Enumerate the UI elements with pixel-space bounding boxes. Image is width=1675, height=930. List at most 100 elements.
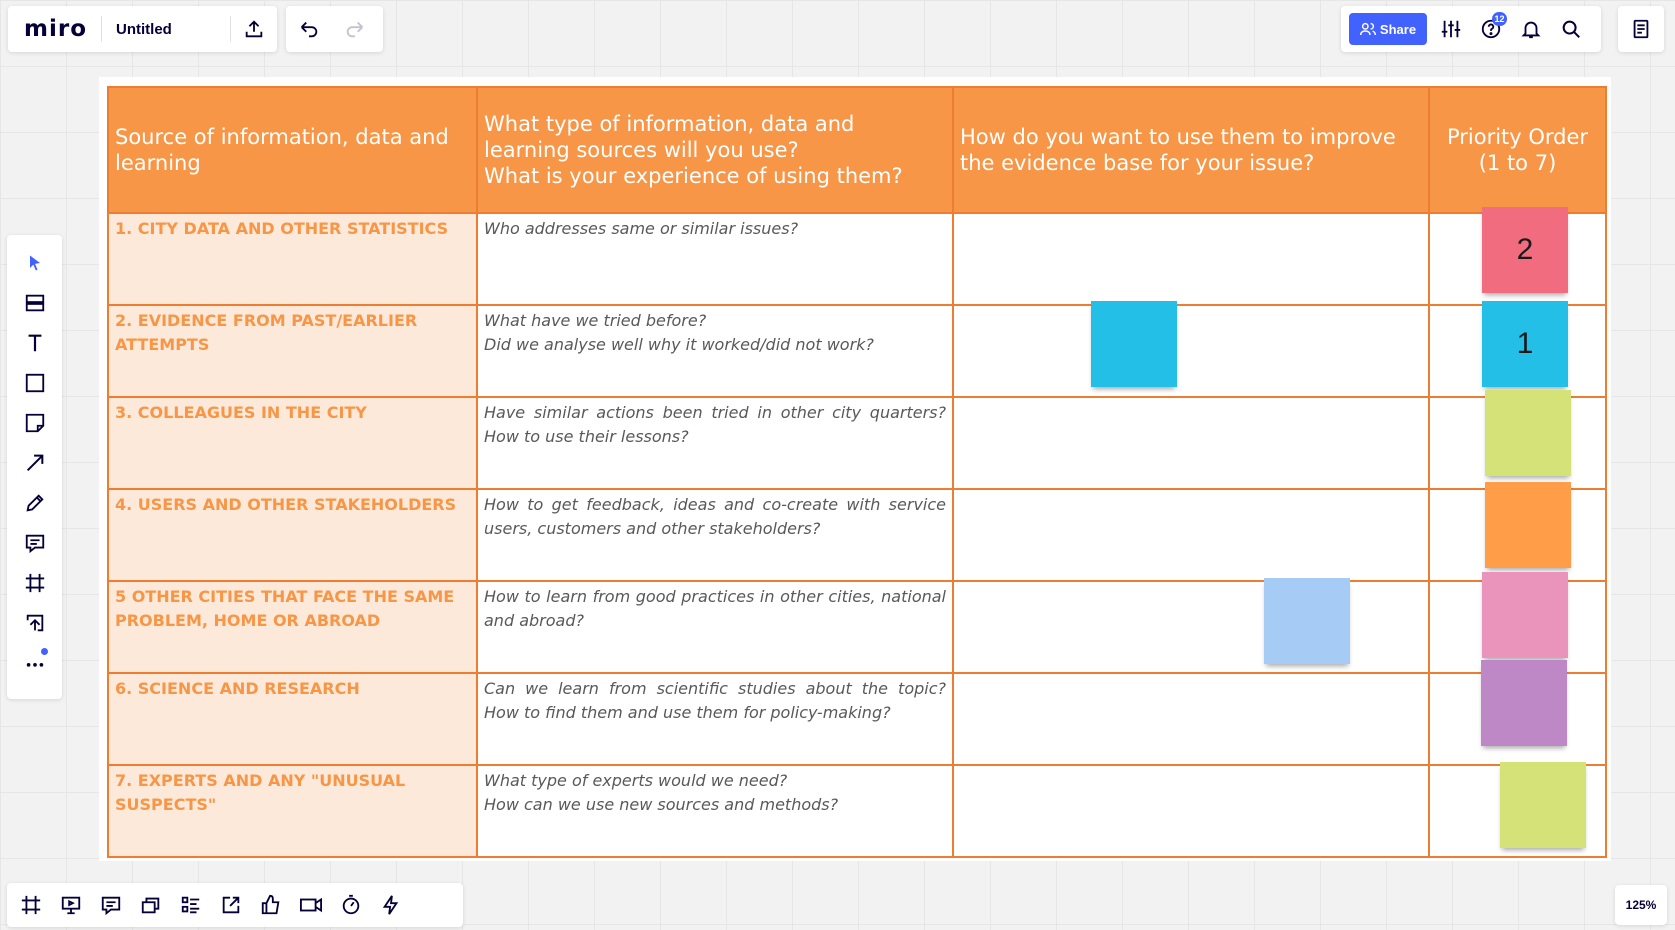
header-source: Source of information, data and learning [107,86,478,214]
text-tool[interactable] [15,323,55,363]
table-row: 2. EVIDENCE FROM PAST/EARLIER ATTEMPTS W… [107,304,1607,398]
header-use: How do you want to use them to improve t… [952,86,1430,214]
voting-button[interactable] [251,885,291,925]
text-icon [28,334,41,352]
table-row: 3. COLLEAGUES IN THE CITY Have similar a… [107,396,1607,490]
answer-cell[interactable] [952,580,1430,674]
notification-count-badge: 12 [1492,12,1507,26]
source-cell: 1. CITY DATA AND OTHER STATISTICS [107,212,478,306]
search-icon [1562,20,1580,38]
board-title[interactable]: Untitled [116,20,172,38]
notes-icon [1633,19,1649,39]
voting-icon [261,894,280,915]
frames-button[interactable] [11,885,51,925]
answer-cell[interactable] [952,304,1430,398]
connection-line-tool[interactable] [15,443,55,483]
shape-tool[interactable] [15,363,55,403]
presentation-button[interactable] [51,885,91,925]
upload-icon [245,20,263,38]
table-row: 6. SCIENCE AND RESEARCH Can we learn fro… [107,672,1607,766]
templates-tool[interactable] [15,283,55,323]
comments-button[interactable] [91,885,131,925]
redo-button[interactable] [332,6,378,52]
sticky-note[interactable] [1482,572,1568,658]
question-cell: How to learn from good practices in othe… [476,580,954,674]
sticky-note-priority-1[interactable]: 1 [1482,301,1568,387]
answer-cell[interactable] [952,488,1430,582]
divider [230,16,231,42]
share-label: Share [1379,21,1417,37]
redo-icon [346,21,363,38]
pen-tool[interactable] [15,483,55,523]
question-cell: Can we learn from scientific studies abo… [476,672,954,766]
new-indicator-dot [40,648,48,655]
table-row: 5 OTHER CITIES THAT FACE THE SAME PROBLE… [107,580,1607,674]
help-button[interactable]: 12 [1471,6,1511,52]
board-header: miro Untitled [8,6,277,52]
question-cell: Have similar actions been tried in other… [476,396,954,490]
sticky-note-priority-2[interactable]: 2 [1482,207,1568,293]
search-button[interactable] [1551,6,1591,52]
help-icon [1481,19,1501,39]
lightning-icon [382,895,399,915]
presentation-icon [61,896,81,915]
sticky-note[interactable] [1500,762,1586,848]
sticky-note-tool[interactable] [15,403,55,443]
notifications-button[interactable] [1511,6,1551,52]
connection-line-icon [26,454,43,472]
cards-button[interactable] [131,885,171,925]
users-icon [1359,22,1376,36]
frame-tool[interactable] [15,563,55,603]
source-cell: 6. SCIENCE AND RESEARCH [107,672,478,766]
table-row: 4. USERS AND OTHER STAKEHOLDERS How to g… [107,488,1607,582]
undo-icon [301,21,318,38]
miro-logo[interactable]: miro [24,16,87,42]
more-tools-button[interactable] [15,643,55,683]
source-cell: 2. EVIDENCE FROM PAST/EARLIER ATTEMPTS [107,304,478,398]
upload-icon [26,614,43,632]
table-row: 7. EXPERTS AND ANY "UNUSUAL SUSPECTS" Wh… [107,764,1607,858]
sliders-icon [1441,20,1461,38]
comment-tool[interactable] [15,523,55,563]
answer-cell[interactable] [952,212,1430,306]
timer-button[interactable] [331,885,371,925]
answer-cell[interactable] [952,672,1430,766]
table-row: 1. CITY DATA AND OTHER STATISTICS Who ad… [107,212,1607,306]
sticky-note[interactable] [1485,390,1571,476]
sticky-note[interactable] [1264,578,1350,664]
header-priority: Priority Order (1 to 7) [1428,86,1607,214]
zoom-level[interactable]: 125% [1615,885,1667,925]
sticky-note[interactable] [1091,301,1177,387]
frames-icon [21,895,41,915]
cards-icon [141,897,160,914]
bell-icon [1521,21,1541,39]
answer-cell[interactable] [952,764,1430,858]
list-button[interactable] [171,885,211,925]
apps-button[interactable] [371,885,411,925]
question-cell: Who addresses same or similar issues? [476,212,954,306]
share-button[interactable]: Share [1349,13,1427,45]
board-notes-button[interactable] [1618,6,1664,52]
list-icon [181,896,200,914]
divider [101,16,102,42]
undo-button[interactable] [286,6,332,52]
select-icon [29,255,40,271]
source-cell: 7. EXPERTS AND ANY "UNUSUAL SUSPECTS" [107,764,478,858]
timer-icon [342,894,360,915]
sticky-note[interactable] [1485,482,1571,568]
comment-icon [25,534,44,554]
sticky-note[interactable] [1481,660,1567,746]
creation-toolbar [7,235,62,699]
answer-cell[interactable] [952,396,1430,490]
video-chat-button[interactable] [291,885,331,925]
upload-tool[interactable] [15,603,55,643]
settings-button[interactable] [1431,6,1471,52]
sticky-note-icon [25,413,44,433]
share-screen-button[interactable] [211,885,251,925]
source-cell: 4. USERS AND OTHER STAKEHOLDERS [107,488,478,582]
export-button[interactable] [231,6,277,52]
source-cell: 3. COLLEAGUES IN THE CITY [107,396,478,490]
question-cell: How to get feedback, ideas and co-create… [476,488,954,582]
shape-icon [25,373,44,393]
select-tool[interactable] [15,243,55,283]
